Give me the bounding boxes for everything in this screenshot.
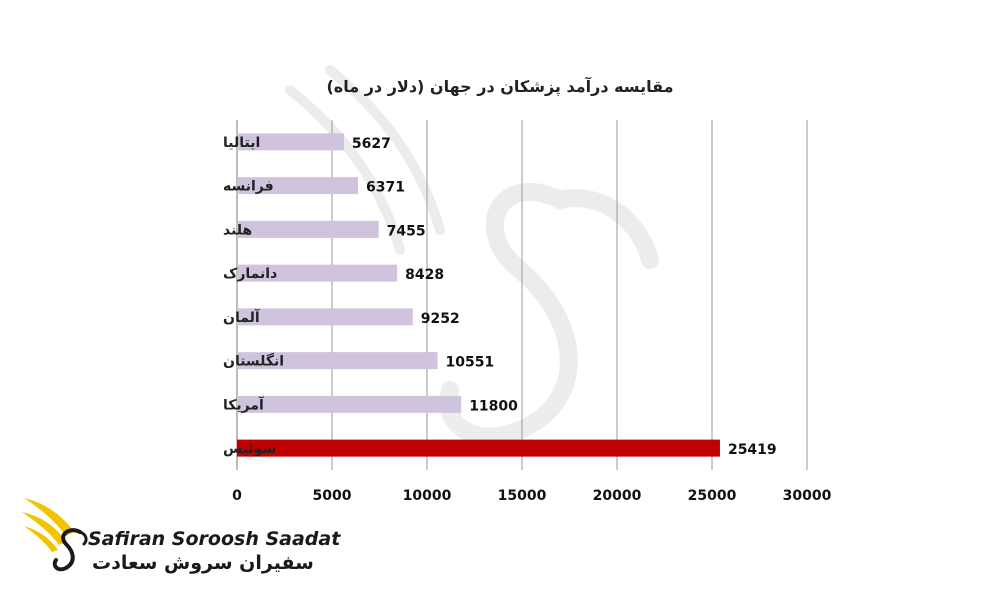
chart-title: مقایسه درآمد پزشکان در جهان (دلار در ماه… <box>326 76 673 97</box>
data-label: 7455 <box>387 223 426 239</box>
data-label: 11800 <box>469 398 518 414</box>
brand-logo: Safiran Soroosh Saadat سفیران سروش سعادت <box>22 492 340 584</box>
x-tick-label: 30000 <box>783 488 832 504</box>
bar-layer <box>237 133 720 457</box>
x-tick-label: 10000 <box>403 488 452 504</box>
data-label: 25419 <box>728 442 777 458</box>
x-tick-label: 0 <box>232 488 242 504</box>
brand-name-fa: سفیران سروش سعادت <box>92 552 314 574</box>
bar <box>237 395 462 413</box>
category-label: آلمان <box>223 308 261 326</box>
data-label: 5627 <box>352 136 391 152</box>
bar <box>237 439 720 457</box>
x-tick-label: 5000 <box>313 488 352 504</box>
bar <box>237 133 344 151</box>
bar <box>237 264 398 282</box>
data-label: 8428 <box>405 267 444 283</box>
x-tick-label: 20000 <box>593 488 642 504</box>
x-tick-label: 25000 <box>688 488 737 504</box>
category-label: فرانسه <box>223 179 274 195</box>
x-tick-label: 15000 <box>498 488 547 504</box>
bar <box>237 220 379 238</box>
category-label: ایتالیا <box>223 135 260 151</box>
watermark-swan-icon <box>285 65 659 446</box>
category-label: انگلستان <box>223 353 284 370</box>
grid-layer <box>236 120 808 470</box>
bar <box>237 177 359 195</box>
category-label: دانمارک <box>223 266 277 282</box>
category-label: سوئیس <box>223 441 276 457</box>
golden-swan-icon <box>22 498 88 572</box>
data-label: 10551 <box>445 355 494 371</box>
category-label: هلند <box>223 222 252 238</box>
bar <box>237 352 438 370</box>
data-label: 6371 <box>366 180 405 196</box>
brand-name-en: Safiran Soroosh Saadat <box>88 528 341 550</box>
bar <box>237 308 413 326</box>
data-label: 9252 <box>421 311 460 327</box>
category-label: آمریکا <box>223 395 265 413</box>
x-axis-ticks: 0 5000 10000 15000 20000 25000 30000 <box>232 488 831 504</box>
label-layer: ایتالیا 5627 فرانسه 6371 هلند 7455 دانمارک 8428… <box>223 135 777 458</box>
